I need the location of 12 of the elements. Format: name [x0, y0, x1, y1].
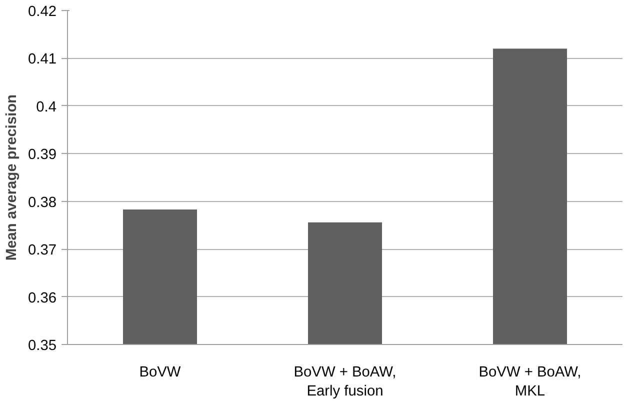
- y-tick-label: 0.37: [28, 242, 57, 259]
- y-tick-label: 0.36: [28, 290, 57, 306]
- x-tick-label: BoVW + BoAW, MKL: [478, 364, 582, 400]
- y-tick-label: 0.42: [28, 4, 57, 20]
- y-axis-title: Mean average precision: [4, 94, 20, 261]
- y-tick-label: 0.35: [28, 338, 57, 354]
- y-tick-label: 0.39: [28, 147, 57, 164]
- x-tick-label: BoVW: [139, 364, 181, 380]
- y-tick-label: 0.4: [36, 99, 56, 116]
- x-tick-label: BoVW + BoAW, Early fusion: [294, 364, 396, 400]
- y-tick-label: 0.38: [28, 194, 57, 211]
- y-tick-label: 0.41: [28, 52, 57, 68]
